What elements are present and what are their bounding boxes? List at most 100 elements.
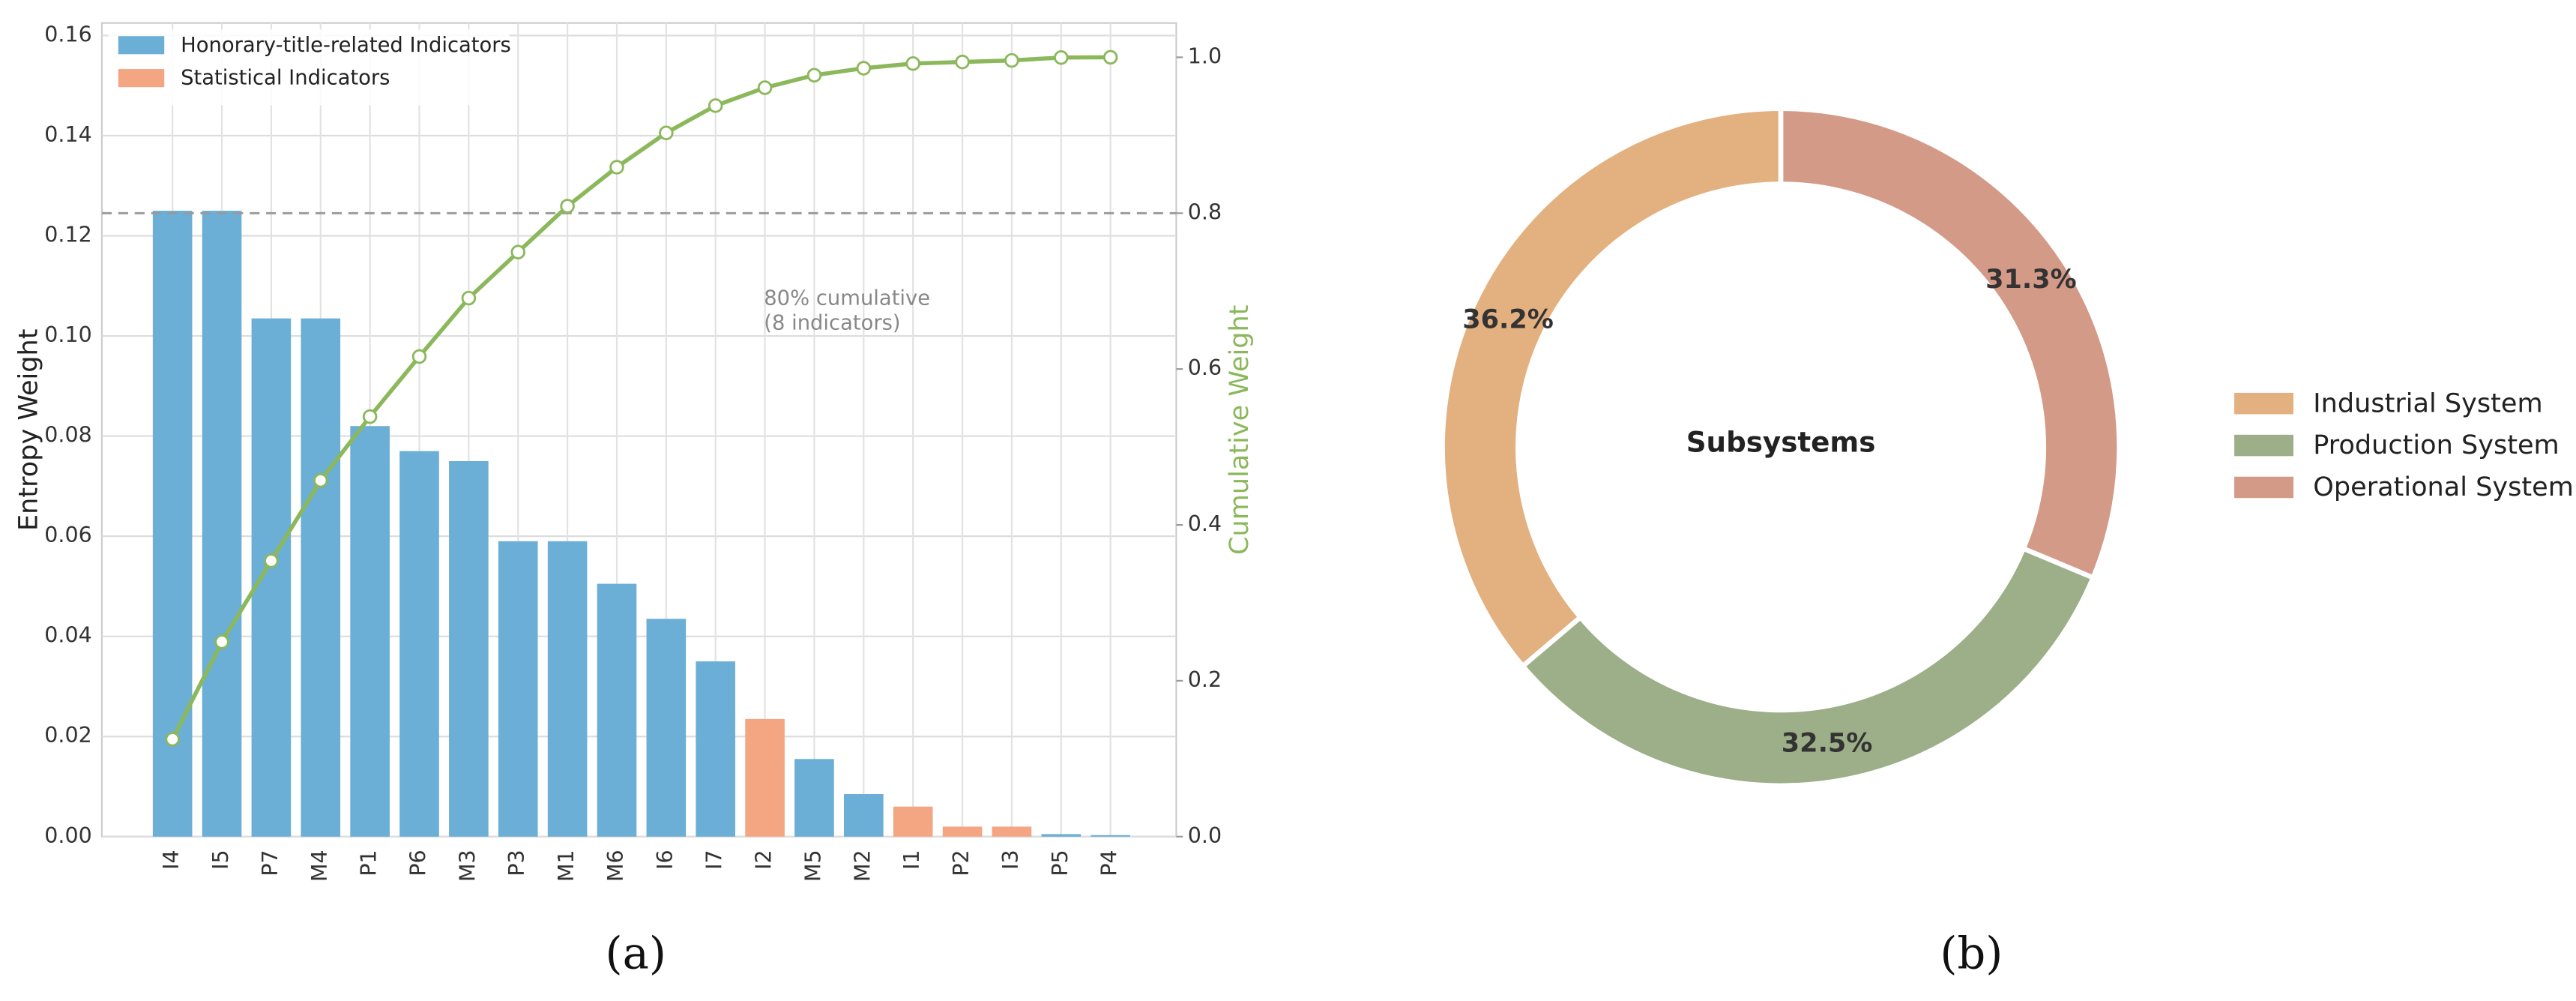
donut-slice	[1519, 545, 2097, 789]
x-tick-label: M5	[800, 850, 825, 882]
x-tick-label: I6	[653, 850, 678, 870]
x-tick-label: I5	[208, 850, 233, 870]
y-axis-label: Entropy Weight	[13, 328, 43, 531]
cumulative-point	[264, 553, 279, 568]
center-label: Subsystems	[1686, 425, 1876, 458]
y-tick-label: 0.16	[44, 22, 91, 46]
y2-tick-label: 1.0	[1188, 43, 1222, 68]
cumulative-point	[510, 244, 525, 260]
x-tick-label: P4	[1097, 850, 1122, 876]
y-tick-label: 0.02	[44, 723, 91, 748]
legend-swatch	[2234, 392, 2293, 415]
bar	[498, 541, 538, 837]
x-tick-label: I1	[899, 850, 924, 870]
x-tick-label: I2	[752, 850, 776, 870]
y2-tick-label: 0.2	[1188, 667, 1222, 692]
bar	[992, 826, 1032, 837]
bar	[399, 451, 439, 837]
legend-swatch	[118, 69, 165, 88]
donut-slice	[1440, 106, 1784, 670]
cumulative-point	[461, 290, 477, 306]
legend-swatch	[2234, 476, 2293, 499]
bar	[942, 826, 983, 837]
cumulative-point	[411, 349, 427, 364]
cumulative-point	[560, 199, 575, 214]
y-tick-label: 0.08	[44, 423, 91, 448]
x-tick-label: P7	[258, 850, 283, 876]
cumulative-point	[757, 80, 773, 95]
slice-label: 32.5%	[1782, 728, 1873, 759]
bar	[301, 318, 341, 837]
bar	[1091, 835, 1130, 837]
cumulative-point	[1103, 49, 1118, 65]
legend-label: Production System	[2313, 430, 2559, 460]
panel-label: (a)	[606, 927, 666, 979]
annotation: (8 indicators)	[764, 311, 900, 334]
x-tick-label: I4	[159, 850, 184, 870]
y-tick-label: 0.12	[44, 222, 91, 247]
legend-label: Operational System	[2313, 472, 2574, 502]
cumulative-point	[905, 55, 920, 71]
cumulative-point	[856, 61, 872, 76]
bar	[449, 460, 489, 837]
panel-label: (b)	[1940, 927, 2003, 979]
bar	[202, 211, 242, 837]
x-tick-label: M2	[850, 850, 875, 882]
x-tick-label: M1	[554, 850, 579, 882]
y-tick-label: 0.14	[44, 122, 91, 147]
cumulative-point	[659, 125, 674, 140]
cumulative-point	[609, 160, 624, 175]
bar	[844, 794, 884, 837]
legend-label: Honorary-title-related Indicators	[181, 34, 511, 57]
donut-slice	[1778, 106, 2122, 581]
annotation: 80% cumulative	[764, 286, 930, 310]
y-tick-label: 0.10	[44, 322, 91, 347]
y2-axis-label: Cumulative Weight	[1224, 305, 1255, 555]
cumulative-point	[362, 409, 378, 424]
y2-tick-label: 0.0	[1188, 823, 1222, 848]
slice-label: 36.2%	[1462, 304, 1554, 335]
cumulative-point	[1004, 52, 1019, 68]
y-tick-label: 0.06	[44, 523, 91, 547]
cumulative-point	[1054, 49, 1069, 65]
x-tick-label: P5	[1048, 850, 1073, 876]
legend-label: Statistical Indicators	[181, 67, 390, 90]
bar	[794, 759, 834, 837]
bar	[696, 661, 736, 837]
x-tick-label: P3	[504, 850, 529, 876]
y2-tick-label: 0.8	[1188, 199, 1222, 224]
y-tick-label: 0.00	[44, 823, 91, 848]
legend-swatch	[2234, 434, 2293, 457]
legend-swatch	[118, 36, 165, 55]
bar	[597, 583, 637, 837]
legend-box	[108, 29, 510, 106]
y2-tick-label: 0.4	[1188, 511, 1222, 536]
x-tick-label: I3	[998, 850, 1023, 870]
x-tick-label: I7	[702, 850, 727, 870]
cumulative-point	[708, 98, 723, 113]
x-tick-label: P6	[405, 850, 430, 876]
bar	[745, 718, 785, 837]
bar	[251, 318, 292, 837]
y-tick-label: 0.04	[44, 623, 91, 648]
cumulative-point	[806, 67, 822, 83]
cumulative-point	[313, 473, 328, 488]
legend-label: Industrial System	[2313, 388, 2542, 418]
bar	[1041, 834, 1082, 837]
x-tick-label: M4	[307, 850, 332, 882]
bar	[547, 541, 588, 837]
y2-tick-label: 0.6	[1188, 355, 1222, 380]
x-tick-label: P2	[949, 850, 974, 876]
x-tick-label: M3	[455, 850, 480, 882]
bar	[646, 619, 687, 837]
cumulative-point	[214, 634, 229, 649]
x-tick-label: P1	[357, 850, 381, 876]
slice-label: 31.3%	[1985, 264, 2077, 295]
bar	[350, 426, 390, 837]
cumulative-point	[955, 54, 970, 70]
cumulative-point	[165, 732, 180, 747]
bar	[893, 806, 933, 837]
cumulative-line	[170, 55, 1111, 741]
